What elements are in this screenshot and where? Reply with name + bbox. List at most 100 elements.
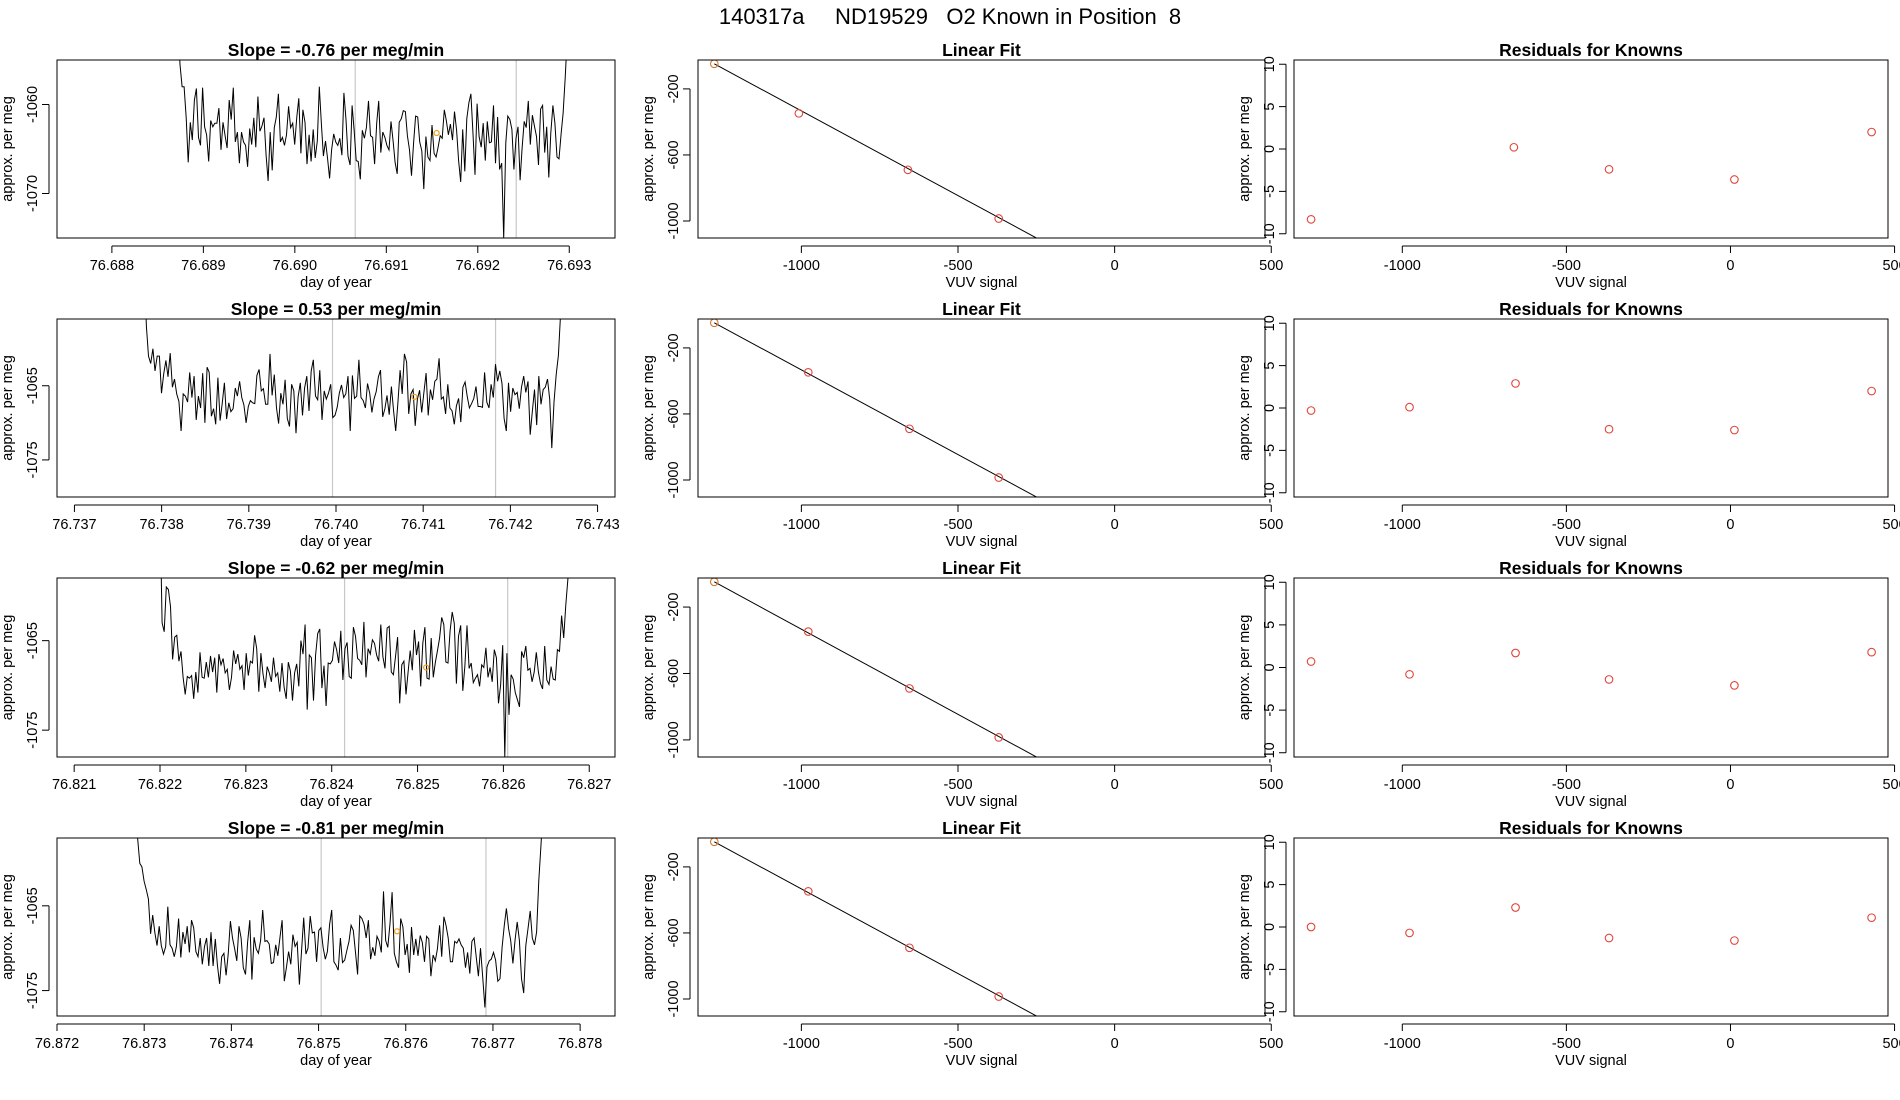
- panel-title: Residuals for Knowns: [1499, 299, 1683, 319]
- page-title: 140317a ND19529 O2 Known in Position 8: [718, 4, 1182, 29]
- x-tick-label: 76.740: [314, 517, 358, 533]
- x-axis-label: VUV signal: [1555, 794, 1627, 810]
- y-axis-label: approx. per meg: [1237, 96, 1253, 202]
- x-tick-label: 0: [1111, 517, 1119, 533]
- x-tick-label: 500: [1882, 258, 1900, 274]
- data-point: [1509, 142, 1519, 152]
- x-tick-label: 76.690: [273, 258, 317, 274]
- y-axis-label: approx. per meg: [1237, 615, 1253, 721]
- y-tick-label: 10: [1262, 834, 1278, 850]
- data-point: [1405, 669, 1414, 679]
- plot-area: [179, 60, 567, 238]
- y-tick-label: 5: [1262, 621, 1278, 629]
- plot-area: [709, 319, 1038, 497]
- plot-frame: [1293, 59, 1889, 239]
- x-axis-label: VUV signal: [946, 794, 1018, 810]
- x-tick-label: -500: [1552, 517, 1581, 533]
- data-point: [1115, 798, 1123, 806]
- x-tick-label: 76.688: [90, 258, 134, 274]
- data-point: [994, 473, 1004, 482]
- x-tick-label: 500: [1259, 1036, 1283, 1052]
- y-tick-label: -1065: [25, 887, 41, 924]
- y-tick-label: -10: [1262, 223, 1278, 244]
- x-tick-label: 500: [1882, 777, 1900, 793]
- x-tick-label: -1000: [1384, 1036, 1421, 1052]
- data-point: [1730, 936, 1739, 945]
- data-point: [1730, 681, 1739, 690]
- plot-area: [1306, 379, 1876, 435]
- x-tick-label: 500: [1259, 258, 1283, 274]
- x-tick-label: 500: [1882, 1036, 1900, 1052]
- x-tick-label: 500: [1259, 517, 1283, 533]
- plot-frame: [697, 318, 1266, 498]
- plot-area: [160, 578, 569, 757]
- y-axis-label: approx. per meg: [641, 96, 657, 202]
- y-tick-label: -1075: [25, 441, 41, 478]
- panel-title: Slope = -0.62 per meg/min: [228, 558, 444, 578]
- y-tick-label: -1060: [25, 86, 41, 123]
- y-tick-label: -10: [1262, 742, 1278, 763]
- x-tick-label: -1000: [1384, 517, 1421, 533]
- x-tick-label: -500: [943, 777, 972, 793]
- x-axis-label: day of year: [300, 275, 372, 291]
- plot-area: [709, 60, 1038, 238]
- plot-area: [1306, 647, 1876, 690]
- data-point: [794, 108, 804, 118]
- plot-frame: [56, 59, 616, 239]
- x-tick-label: 0: [1111, 777, 1119, 793]
- data-point: [905, 684, 914, 693]
- plot-frame: [697, 837, 1266, 1017]
- y-axis-label: approx. per meg: [641, 874, 657, 980]
- y-tick-label: 10: [1262, 315, 1278, 331]
- x-tick-label: -500: [1552, 777, 1581, 793]
- x-axis-label: VUV signal: [1555, 534, 1627, 550]
- data-point: [803, 886, 813, 896]
- x-tick-label: 0: [1111, 258, 1119, 274]
- panel-residuals-row-3: Residuals for Knowns VUV signal approx. pe…: [1237, 558, 1900, 810]
- y-tick-label: -10: [1262, 482, 1278, 503]
- data-point: [1604, 675, 1614, 684]
- x-tick-label: 76.692: [456, 258, 500, 274]
- y-axis-label: approx. per meg: [0, 355, 16, 461]
- y-tick-label: 0: [1262, 404, 1278, 412]
- x-tick-label: 76.737: [52, 517, 96, 533]
- data-point: [1604, 933, 1614, 943]
- y-tick-label: -1075: [25, 712, 41, 749]
- y-tick-label: 10: [1262, 56, 1278, 72]
- fit-line: [714, 322, 1038, 497]
- y-tick-label: -5: [1262, 444, 1278, 457]
- data-point: [1867, 386, 1876, 396]
- x-tick-label: -500: [1552, 258, 1581, 274]
- x-tick-label: 76.821: [52, 777, 96, 793]
- data-point: [1511, 903, 1520, 912]
- y-axis-label: approx. per meg: [0, 874, 16, 980]
- panel-title: Slope = -0.76 per meg/min: [228, 40, 444, 60]
- x-tick-label: 76.876: [384, 1036, 428, 1052]
- data-point: [709, 838, 719, 847]
- data-point-orange: [411, 393, 418, 401]
- plot-area: [709, 838, 1038, 1016]
- y-axis-label: approx. per meg: [0, 615, 16, 721]
- plot-frame: [1293, 837, 1889, 1017]
- panel-title: Linear Fit: [942, 299, 1021, 319]
- x-tick-label: -1000: [783, 777, 820, 793]
- y-tick-label: 0: [1262, 663, 1278, 671]
- data-point: [803, 367, 813, 377]
- y-tick-label: -200: [666, 333, 682, 362]
- y-tick-label: 5: [1262, 362, 1278, 370]
- x-axis-label: VUV signal: [1555, 275, 1627, 291]
- x-axis-label: day of year: [300, 534, 372, 550]
- y-tick-label: 10: [1262, 574, 1278, 590]
- data-series-line: [160, 578, 569, 757]
- fit-line: [714, 63, 1038, 238]
- x-tick-label: -1000: [1384, 777, 1421, 793]
- x-tick-label: 76.823: [224, 777, 268, 793]
- y-tick-label: -1000: [666, 202, 682, 239]
- x-axis-label: VUV signal: [946, 534, 1018, 550]
- x-tick-label: 500: [1259, 777, 1283, 793]
- x-tick-label: 0: [1726, 1036, 1734, 1052]
- y-tick-label: -5: [1262, 704, 1278, 717]
- x-tick-label: 0: [1726, 258, 1734, 274]
